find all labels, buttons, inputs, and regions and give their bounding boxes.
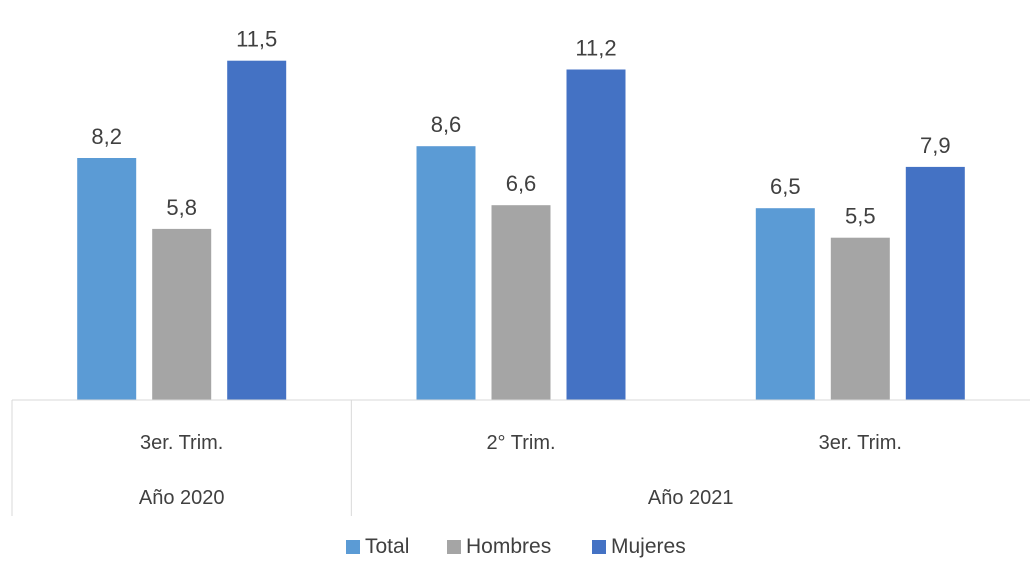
bar-hombres-0 [152,228,212,400]
data-label-hombres-1: 6,6 [506,171,537,196]
legend-label-hombres: Hombres [466,535,551,558]
legend: Total Hombres Mujeres [346,535,686,558]
data-label-mujeres-0: 11,5 [236,27,277,52]
bar-hombres-2 [830,237,890,400]
data-label-total-2: 6,5 [770,174,801,199]
bar-total-1 [416,146,476,400]
data-label-mujeres-2: 7,9 [920,133,951,158]
group-label-0: Año 2020 [139,487,225,509]
bar-mujeres-0 [227,60,287,400]
data-label-total-1: 8,6 [431,112,462,137]
bar-total-2 [755,208,815,400]
data-label-total-0: 8,2 [91,124,122,149]
bar-hombres-1 [491,205,551,400]
bar-mujeres-2 [905,166,965,400]
data-label-hombres-0: 5,8 [166,195,197,220]
group-label-1: Año 2021 [648,487,734,509]
legend-swatch-total [346,540,360,554]
bars [77,60,965,400]
bar-mujeres-1 [566,69,626,400]
category-axis: 3er. Trim. 2° Trim. 3er. Trim. Año 2020 Año … [11,399,1030,516]
tick-label-2: 3er. Trim. [819,432,902,454]
legend-label-total: Total [365,535,409,558]
bar-total-0 [77,158,137,400]
data-label-mujeres-1: 11,2 [575,36,616,61]
tick-label-1: 2° Trim. [486,432,555,454]
legend-swatch-hombres [447,540,461,554]
tick-label-0: 3er. Trim. [140,432,223,454]
data-labels: 8,2 5,8 11,5 8,6 6,6 11,2 6,5 5,5 7,9 [91,27,950,229]
legend-label-mujeres: Mujeres [611,535,686,558]
legend-swatch-mujeres [592,540,606,554]
data-label-hombres-2: 5,5 [845,204,876,229]
